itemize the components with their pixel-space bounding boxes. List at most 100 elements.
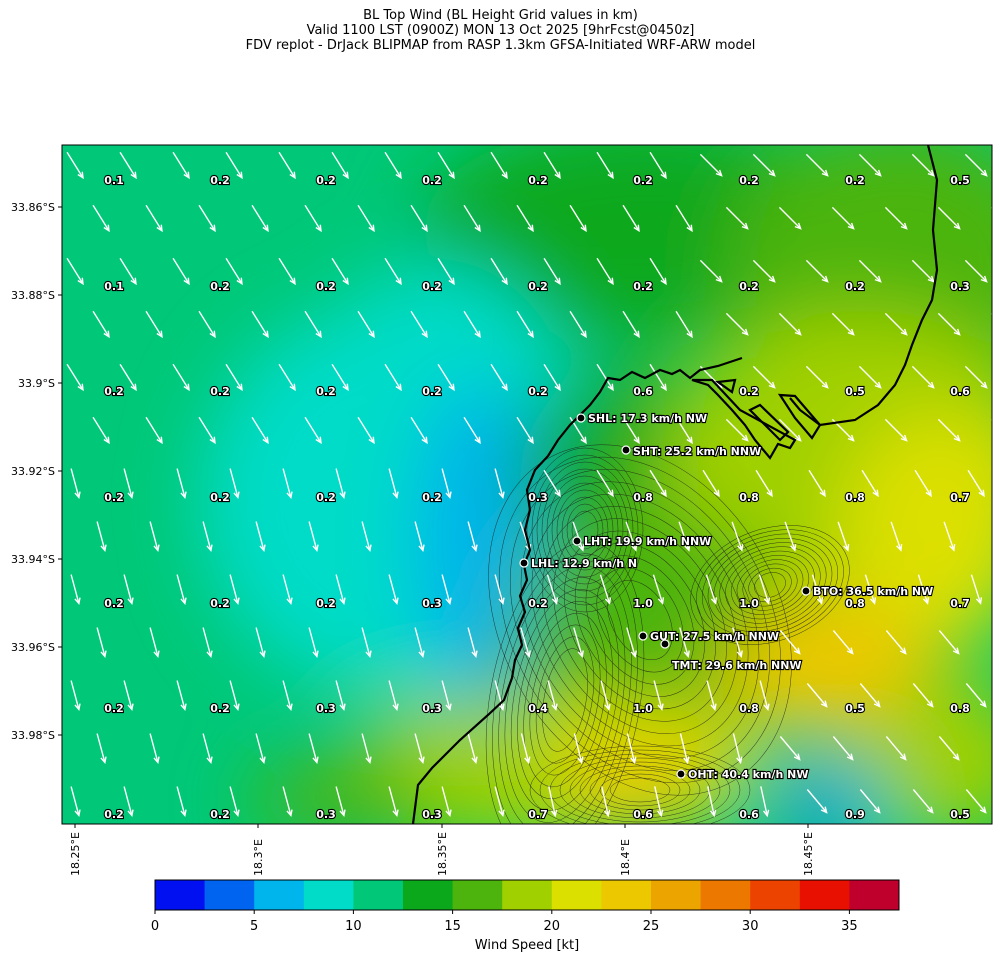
station-marker <box>676 769 686 779</box>
wind-arrow <box>937 312 961 336</box>
colorbar-segment <box>849 880 900 910</box>
grid-value-label: 0.2 <box>739 280 759 293</box>
wind-arrow <box>937 418 961 442</box>
wind-arrow <box>912 683 934 708</box>
wind-arrow <box>145 204 163 233</box>
grid-value-label: 0.8 <box>739 491 759 504</box>
colorbar-segment <box>254 880 305 910</box>
wind-arrow <box>964 259 988 283</box>
wind-arrow <box>494 574 505 606</box>
wind-arrow <box>759 680 770 712</box>
wind-arrow <box>805 259 829 283</box>
grid-value-label: 0.2 <box>316 597 336 610</box>
grid-value-label: 0.7 <box>950 597 970 610</box>
map-field: 0.1 0.2 0.2 0.2 0.2 0.2 0.2 0.2 0.5 0.1 0.2 0.2 0.2 0… <box>62 145 992 824</box>
wind-arrow <box>361 627 372 659</box>
grid-value-label: 0.3 <box>528 491 548 504</box>
wind-arrow <box>437 151 455 180</box>
wind-arrow <box>172 363 190 392</box>
grid-value-label: 0.3 <box>422 597 442 610</box>
grid-value-label: 0.5 <box>950 174 970 187</box>
wind-speed-shading <box>200 145 992 824</box>
wind-arrow <box>652 574 665 605</box>
grid-value-label: 0.2 <box>845 280 865 293</box>
wind-arrow <box>92 416 110 445</box>
wind-arrow <box>278 363 296 392</box>
wind-arrow <box>596 363 614 392</box>
contour-line <box>498 565 632 824</box>
station-marker <box>576 413 586 423</box>
wind-arrow <box>884 206 908 230</box>
wind-arrow <box>145 310 163 339</box>
wind-arrow <box>335 680 346 712</box>
wind-arrow <box>831 206 855 230</box>
wind-arrow <box>516 416 534 445</box>
grid-value-label: 0.7 <box>950 491 970 504</box>
station-label: OHT: 40.4 km/h NW <box>688 768 808 781</box>
wind-arrow <box>678 521 691 552</box>
station-label: LHL: 12.9 km/h N <box>531 557 637 570</box>
wind-arrow <box>441 574 452 606</box>
wind-arrow <box>66 363 84 392</box>
wind-arrow <box>779 736 801 761</box>
grid-value-label: 0.2 <box>210 385 230 398</box>
wind-arrow <box>731 521 744 552</box>
wind-arrow <box>282 574 293 606</box>
grid-value-label: 0.2 <box>210 280 230 293</box>
grid-value-label: 0.3 <box>950 280 970 293</box>
wind-arrow <box>675 204 693 233</box>
wind-arrow <box>938 630 960 655</box>
chart-title: BL Top Wind (BL Height Grid values in km… <box>0 8 1001 53</box>
wind-arrow <box>702 469 720 498</box>
wind-arrow <box>494 786 505 818</box>
contour-line <box>546 475 624 585</box>
wind-arrow <box>884 418 908 442</box>
grid-value-label: 0.2 <box>104 597 124 610</box>
wind-arrow <box>805 365 829 389</box>
wind-arrow <box>414 627 425 659</box>
grid-value-label: 0.8 <box>633 491 653 504</box>
bl-height-grid-values: 0.1 0.2 0.2 0.2 0.2 0.2 0.2 0.2 0.5 0.1 0.2 0.2 0.2 0… <box>103 173 971 822</box>
contour-line <box>488 444 792 796</box>
lat-tick-label: 33.94°S <box>11 553 55 566</box>
wind-arrow <box>282 468 293 500</box>
wind-arrow <box>548 786 558 818</box>
wind-arrow <box>707 786 717 818</box>
station: SHT: 25.2 km/h NNW <box>621 444 762 459</box>
wind-arrow <box>388 574 399 606</box>
colorbar-segment <box>601 880 652 910</box>
wind-arrow <box>229 786 240 818</box>
contour-line <box>531 493 749 747</box>
contour-line <box>485 541 645 824</box>
wind-arrow <box>282 786 293 818</box>
wind-arrow <box>335 468 346 500</box>
wind-arrow <box>890 521 903 552</box>
wind-arrow <box>943 521 956 552</box>
grid-value-label: 0.2 <box>845 174 865 187</box>
wind-arrow <box>176 680 187 712</box>
coastline <box>411 145 939 824</box>
wind-arrow <box>699 153 723 177</box>
contour-line <box>539 749 741 824</box>
wind-arrow <box>543 363 561 392</box>
grid-value-label: 0.6 <box>633 385 653 398</box>
grid-value-label: 0.5 <box>845 385 865 398</box>
wind-arrow <box>384 151 402 180</box>
wind-arrow <box>414 521 425 553</box>
grid-value-label: 0.2 <box>210 174 230 187</box>
contour-line <box>531 454 639 606</box>
contour-line <box>748 567 792 603</box>
wind-arrow <box>964 153 988 177</box>
grid-value-label: 0.2 <box>104 702 124 715</box>
wind-arrow <box>599 574 612 605</box>
contour-line <box>609 777 671 803</box>
contour-line <box>556 489 614 571</box>
wind-arrow <box>625 521 638 552</box>
wind-arrow <box>202 627 213 659</box>
wind-arrow <box>255 627 266 659</box>
wind-arrow <box>758 574 771 605</box>
wind-arrow <box>463 416 481 445</box>
contour-line <box>719 546 821 624</box>
grid-value-label: 0.8 <box>739 702 759 715</box>
station-marker <box>519 558 529 568</box>
